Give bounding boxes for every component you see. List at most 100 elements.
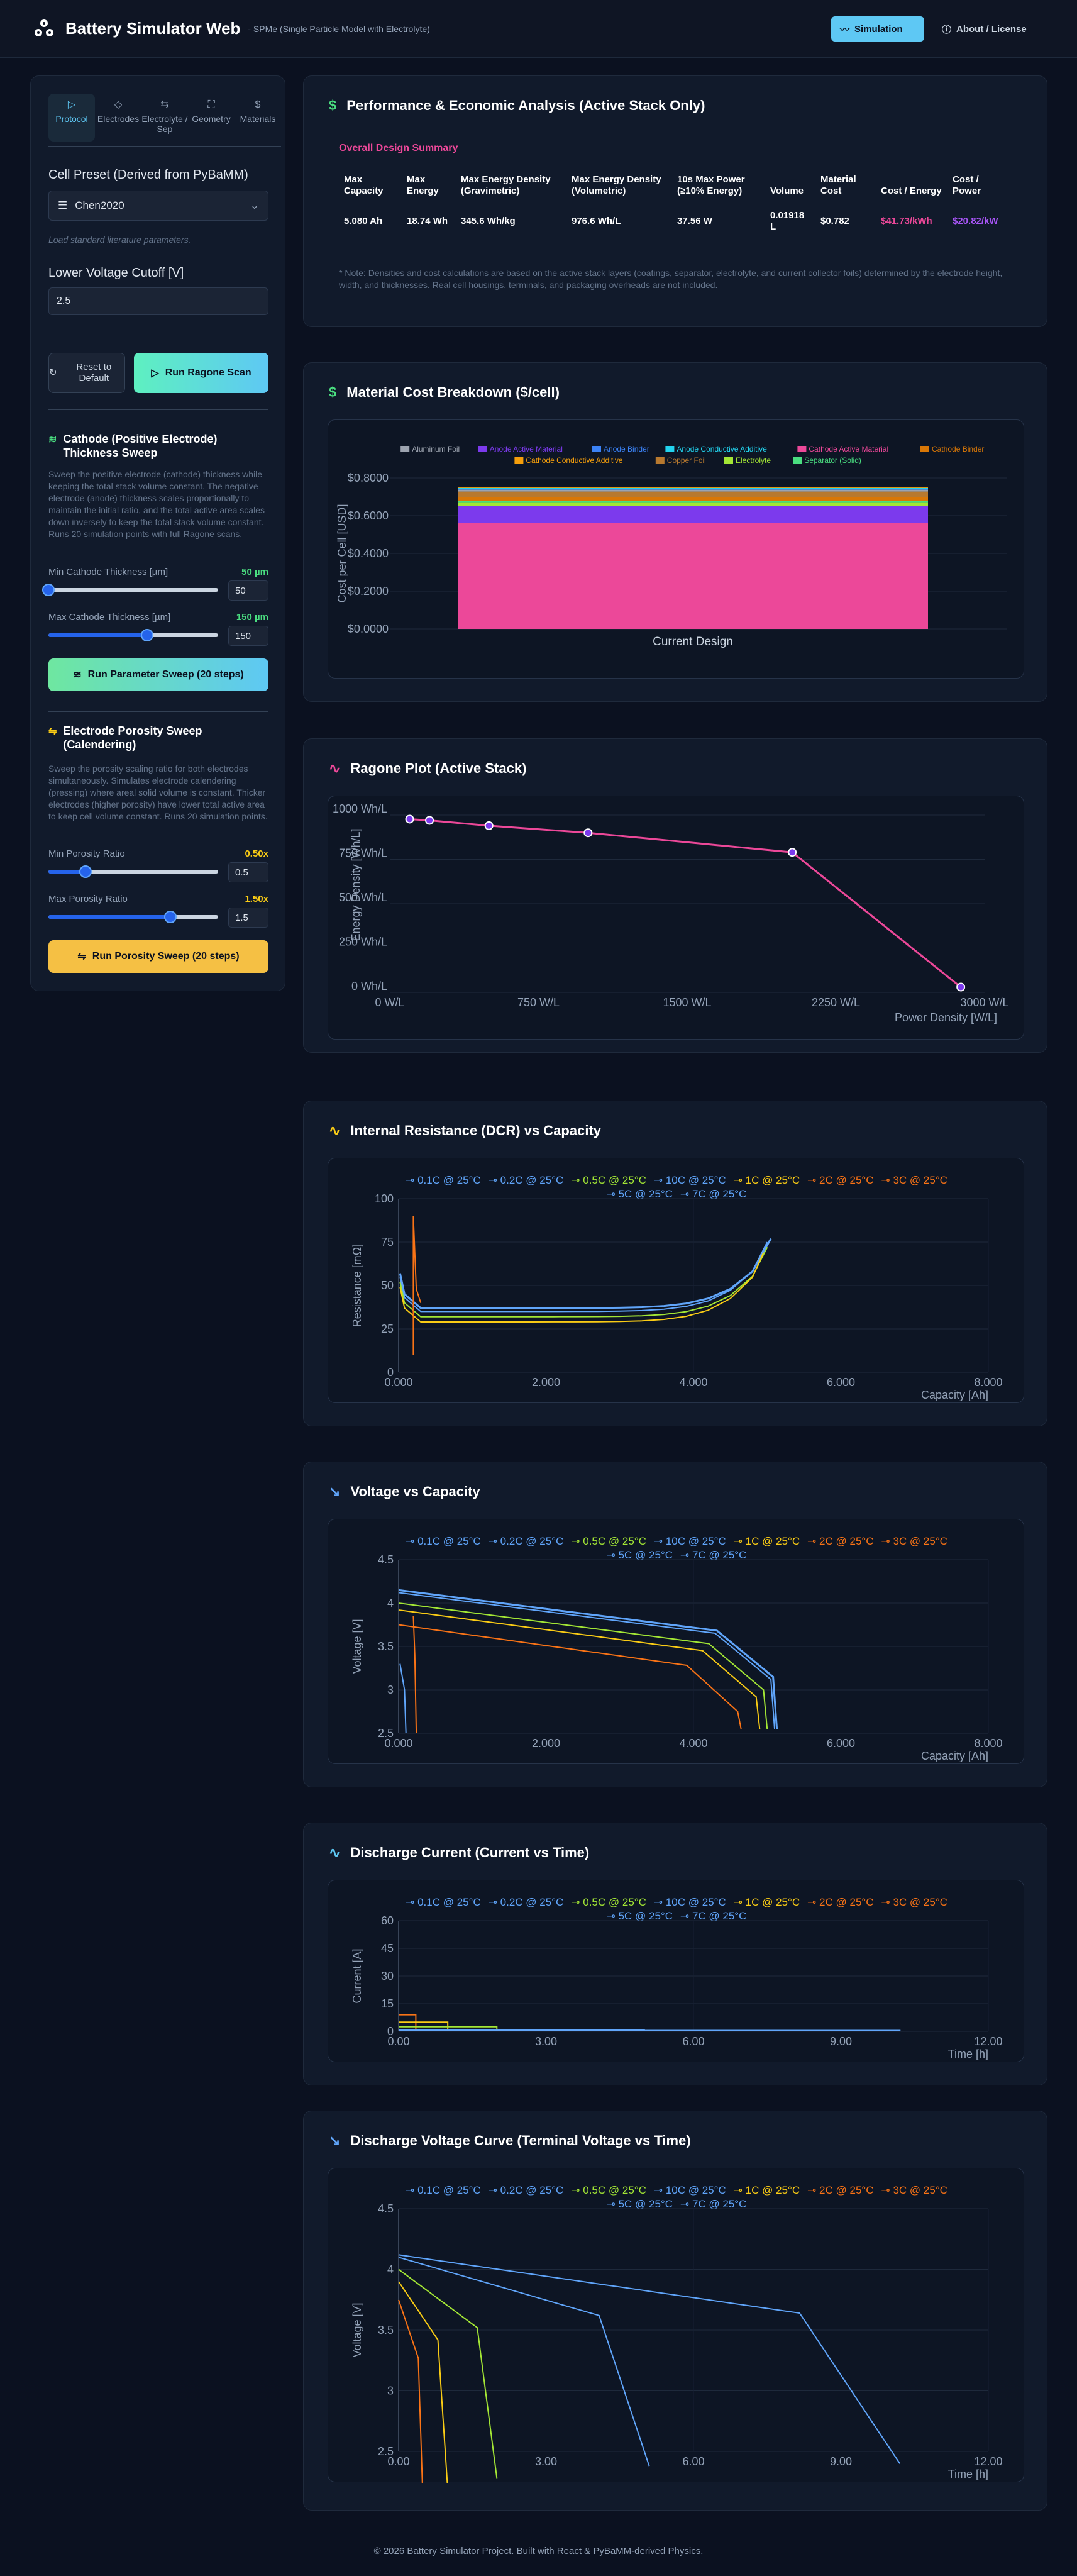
table-row: 5.080 Ah 18.74 Wh 345.6 Wh/kg 976.6 Wh/L 37.… [339,201,1012,242]
bar-segment [458,487,928,489]
legend-item[interactable]: ⊸ 0.5C @ 25°C [571,1896,646,1908]
legend-item[interactable]: ⊸ 7C @ 25°C [680,1549,747,1561]
slider-knob[interactable] [140,629,153,641]
slider-knob[interactable] [42,584,55,596]
y-axis-label: Cost per Cell [USD] [336,504,348,602]
data-point [425,816,434,825]
legend-item[interactable]: ⊸ 0.5C @ 25°C [571,1535,646,1547]
legend-item[interactable]: ⊸ 10C @ 25°C [653,1896,726,1908]
preset-select[interactable]: ☰ Chen2020 ⌄ [48,191,268,221]
tab-geometry[interactable]: ⛶ Geometry [188,94,235,142]
slider-knob[interactable] [79,865,92,878]
legend-item[interactable]: ⊸ 5C @ 25°C [606,2198,673,2210]
legend-item[interactable]: ⊸ 0.1C @ 25°C [406,1174,481,1186]
y-tick-label: 45 [381,1942,394,1955]
legend-item[interactable]: ⊸ 2C @ 25°C [807,1896,874,1908]
x-tick-label: 8.000 [974,1737,1002,1750]
y-tick-label: 250 Wh/L [339,936,387,948]
legend-item[interactable]: ⊸ 5C @ 25°C [606,1910,673,1922]
legend-item[interactable]: ⊸ 0.1C @ 25°C [406,1535,481,1547]
legend-item[interactable]: ⊸ 10C @ 25°C [653,1174,726,1186]
legend-item[interactable]: ⊸ 2C @ 25°C [807,2184,874,2196]
legend-item[interactable]: ⊸ 3C @ 25°C [881,2184,947,2196]
min-cathode-label: Min Cathode Thickness [µm] [48,567,168,577]
legend-label: Anode Conductive Additive [677,445,767,453]
legend-item[interactable]: ⊸ 0.1C @ 25°C [406,1896,481,1908]
nav-about-button[interactable]: ⓘ About / License [933,16,1049,42]
nav-simulation-label: Simulation [854,23,903,35]
max-porosity-input[interactable]: 1.5 [228,908,268,928]
legend-item[interactable]: ⊸ 3C @ 25°C [881,1174,947,1186]
legend-item[interactable]: ⊸ 1C @ 25°C [733,1174,800,1186]
legend-item[interactable]: ⊸ 5C @ 25°C [606,1549,673,1561]
legend-item[interactable]: ⊸ 2C @ 25°C [807,1174,874,1186]
series-line [399,2014,417,2031]
card-title: $ Material Cost Breakdown ($/cell) [329,384,560,401]
run-ragone-button[interactable]: ▷ Run Ragone Scan [134,353,268,393]
legend-item[interactable]: ⊸ 3C @ 25°C [881,1896,947,1908]
tab-protocol[interactable]: ▷ Protocol [48,94,95,142]
legend-item[interactable]: ⊸ 5C @ 25°C [606,1188,673,1200]
legend-item[interactable]: ⊸ 0.1C @ 25°C [406,2184,481,2196]
legend-item[interactable]: ⊸ 7C @ 25°C [680,1910,747,1922]
run-parameter-sweep-button[interactable]: ≋ Run Parameter Sweep (20 steps) [48,658,268,691]
y-tick-label: 2.5 [378,1727,394,1740]
x-tick-label: 3000 W/L [960,996,1008,1009]
legend-item[interactable]: ⊸ 7C @ 25°C [680,1188,747,1200]
legend-item[interactable]: ⊸ 0.2C @ 25°C [488,2184,564,2196]
legend-item[interactable]: ⊸ 0.5C @ 25°C [571,2184,646,2196]
max-cathode-input[interactable]: 150 [228,626,268,646]
legend-swatch [665,446,675,452]
tab-electrodes[interactable]: ◇ Electrodes [95,94,141,142]
slider-knob[interactable] [164,911,177,923]
legend-item[interactable]: ⊸ 3C @ 25°C [881,1535,947,1547]
legend-item[interactable]: ⊸ 1C @ 25°C [733,1896,800,1908]
chart-legend: ⊸ 0.1C @ 25°C ⊸ 0.2C @ 25°C ⊸ 0.5C @ 25°C ⊸… [328,1174,1025,1201]
legend-label: Aluminum Foil [412,445,460,453]
nav-simulation-button[interactable]: 〰 Simulation [831,16,924,42]
series-line [399,1238,772,1309]
x-tick-label: 8.000 [974,1376,1002,1389]
tab-materials[interactable]: $ Materials [235,94,281,142]
y-tick-label: 750 Wh/L [339,847,387,860]
y-tick-label: 4 [387,1597,394,1609]
legend-item[interactable]: ⊸ 0.2C @ 25°C [488,1535,564,1547]
legend-item[interactable]: ⊸ 7C @ 25°C [680,2198,747,2210]
min-porosity-input[interactable]: 0.5 [228,862,268,882]
legend-item[interactable]: ⊸ 0.5C @ 25°C [571,1174,646,1186]
tab-electrolyte[interactable]: ⇆ Electrolyte / Sep [141,94,188,142]
dcr-title: Internal Resistance (DCR) vs Capacity [350,1123,602,1138]
reset-button[interactable]: ↻ Reset to Default [48,353,125,393]
x-axis-label: Power Density [W/L] [895,1011,997,1024]
brand-title: Battery Simulator Web [65,19,241,38]
ragone-chart: 0 Wh/L 250 Wh/L 500 Wh/L 750 Wh/L 1000 Wh/L 0… [328,796,1024,1040]
legend-item[interactable]: ⊸ 2C @ 25°C [807,1535,874,1547]
legend-item[interactable]: ⊸ 0.2C @ 25°C [488,1896,564,1908]
discharge-voltage-card: ↘ Discharge Voltage Curve (Terminal Volta… [303,2111,1047,2511]
legend-item[interactable]: ⊸ 1C @ 25°C [733,1535,800,1547]
legend-item[interactable]: ⊸ 1C @ 25°C [733,2184,800,2196]
max-porosity-slider[interactable] [48,911,218,923]
legend-item[interactable]: ⊸ 10C @ 25°C [653,1535,726,1547]
tab-label: Protocol [55,114,88,124]
max-cathode-slider[interactable] [48,629,218,641]
ragone-card: ∿ Ragone Plot (Active Stack) 0 Wh/L 250 Wh… [303,738,1047,1053]
legend-item[interactable]: ⊸ 10C @ 25°C [653,2184,726,2196]
cutoff-input[interactable]: 2.5 [48,287,268,315]
cost-card: $ Material Cost Breakdown ($/cell) Alumin… [303,362,1047,702]
min-cathode-input[interactable]: 50 [228,580,268,601]
column-header: Max Energy Density (Gravimetric) [456,170,566,201]
run-porosity-sweep-button[interactable]: ⇋ Run Porosity Sweep (20 steps) [48,940,268,973]
chart-svg: 0 15 30 45 60 0.00 3.00 6.00 9.00 12.00 Current [A… [351,1914,1003,2060]
expand-icon: ⛶ [207,99,215,110]
footer: © 2026 Battery Simulator Project. Built … [0,2526,1077,2576]
min-cathode-slider[interactable] [42,584,218,596]
min-porosity-slider[interactable] [48,865,218,878]
series-line [399,1252,765,1323]
x-axis-label: Current Design [653,635,733,648]
data-point [956,982,966,992]
bar-segment [458,489,928,492]
series-line [398,2257,650,2467]
legend-item[interactable]: ⊸ 0.2C @ 25°C [488,1174,564,1186]
bar-segment [458,502,928,506]
